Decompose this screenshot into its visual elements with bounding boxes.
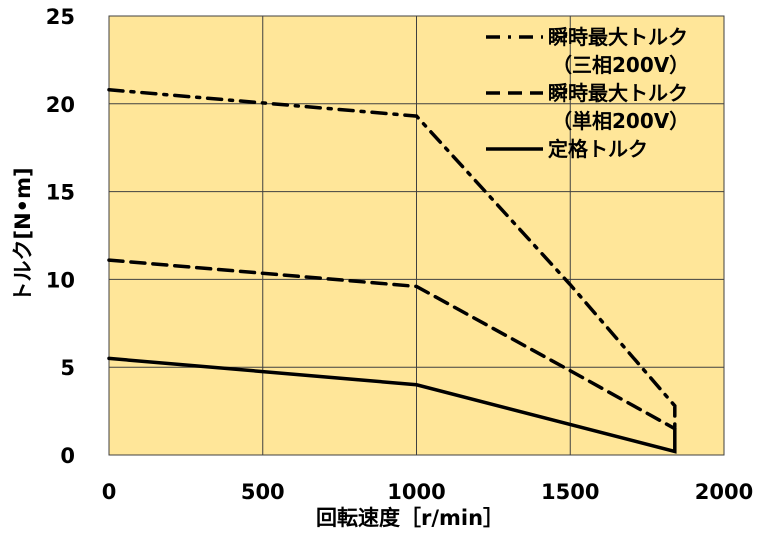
legend-label: 瞬時最大トルク xyxy=(548,25,688,49)
legend-label: 瞬時最大トルク xyxy=(548,81,688,105)
series-lines xyxy=(107,88,677,454)
x-axis-label: 回転速度［r/min］ xyxy=(316,506,504,530)
x-tick-label: 1500 xyxy=(541,480,599,504)
legend: 瞬時最大トルク （三相200V） 瞬時最大トルク （単相200V） 定格トルク xyxy=(486,25,689,161)
y-tick-label: 25 xyxy=(46,5,75,29)
x-tick-label: 2000 xyxy=(695,480,753,504)
y-axis-label: トルク[N•m] xyxy=(11,167,35,302)
y-tick-label: 0 xyxy=(60,444,75,468)
series-line-1 xyxy=(107,258,677,431)
legend-label: （単相200V） xyxy=(552,109,689,133)
legend-label: （三相200V） xyxy=(552,53,689,77)
x-tick-label: 1000 xyxy=(387,480,445,504)
x-tick-label: 0 xyxy=(102,480,117,504)
plot-border xyxy=(108,15,725,456)
y-tick-label: 20 xyxy=(46,93,75,117)
y-tick-label: 5 xyxy=(60,356,75,380)
y-tick-label: 15 xyxy=(46,181,75,205)
y-tick-label: 10 xyxy=(46,268,75,292)
tick-labels: 0 500 1000 1500 2000 0 5 10 15 20 25 xyxy=(46,5,753,504)
series-line-2 xyxy=(107,356,677,454)
legend-label: 定格トルク xyxy=(548,137,648,161)
x-tick-label: 500 xyxy=(241,480,285,504)
series-line-0 xyxy=(107,88,677,431)
